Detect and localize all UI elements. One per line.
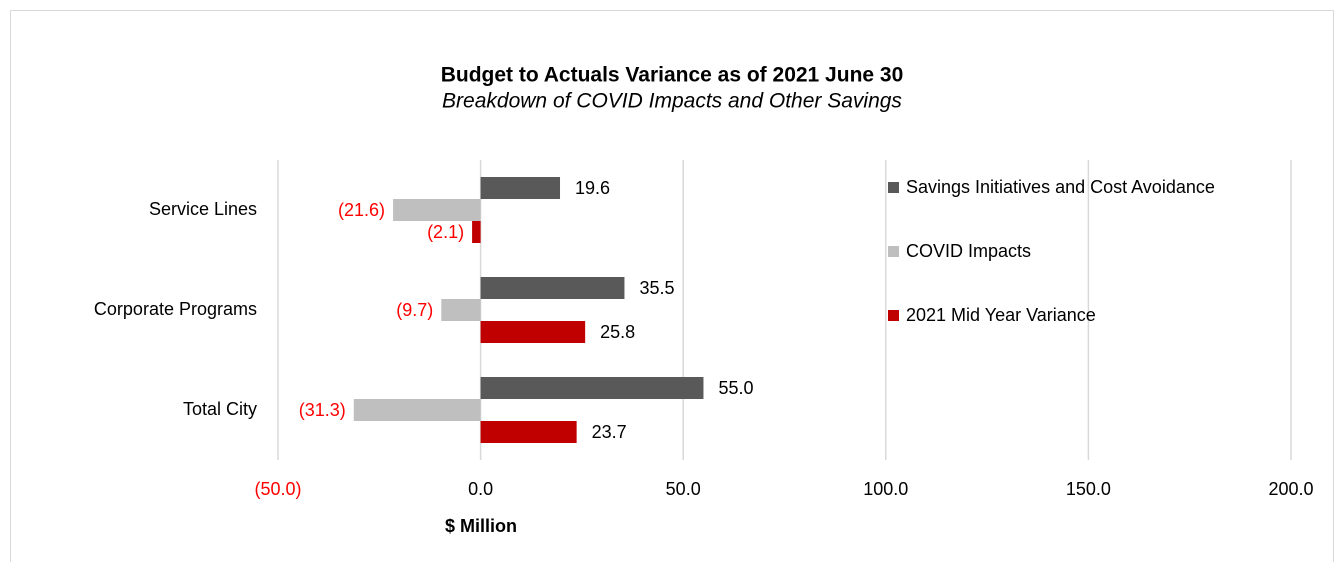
bar [472, 221, 481, 243]
legend-swatch [888, 182, 899, 193]
data-label: 19.6 [575, 178, 610, 198]
data-label: 35.5 [639, 278, 674, 298]
category-label: Total City [183, 399, 257, 419]
data-label: (21.6) [338, 200, 385, 220]
x-axis-label: $ Million [445, 516, 517, 536]
category-label: Service Lines [149, 199, 257, 219]
x-tick-label: (50.0) [254, 479, 301, 499]
x-tick-label: 100.0 [863, 479, 908, 499]
legend-label: COVID Impacts [906, 241, 1032, 261]
legend-label: 2021 Mid Year Variance [906, 305, 1096, 325]
legend-label: Savings Initiatives and Cost Avoidance [906, 177, 1215, 197]
x-tick-label: 0.0 [468, 479, 493, 499]
legend-item: 2021 Mid Year Variance [888, 304, 1246, 326]
x-tick-label: 150.0 [1066, 479, 1111, 499]
data-label: (2.1) [427, 222, 464, 242]
chart-border [10, 10, 1334, 562]
x-tick-label: 200.0 [1268, 479, 1313, 499]
chart-subtitle: Breakdown of COVID Impacts and Other Sav… [442, 90, 902, 113]
chart-title: Budget to Actuals Variance as of 2021 Ju… [441, 64, 904, 87]
bar [480, 277, 625, 299]
data-label: 25.8 [600, 322, 635, 342]
bar [480, 377, 704, 399]
bar [480, 177, 561, 199]
bar [480, 321, 586, 343]
data-label: (9.7) [396, 300, 433, 320]
bar [480, 421, 577, 443]
category-label: Corporate Programs [94, 299, 257, 319]
bar [441, 299, 481, 321]
bar [393, 199, 481, 221]
legend-item: COVID Impacts [888, 240, 1246, 262]
legend-swatch [888, 246, 899, 257]
data-label: 23.7 [592, 422, 627, 442]
data-label: (31.3) [299, 400, 346, 420]
data-label: 55.0 [718, 378, 753, 398]
x-tick-label: 50.0 [666, 479, 701, 499]
legend-swatch [888, 310, 899, 321]
legend-item: Savings Initiatives and Cost Avoidance [888, 176, 1246, 198]
bar [353, 399, 481, 421]
